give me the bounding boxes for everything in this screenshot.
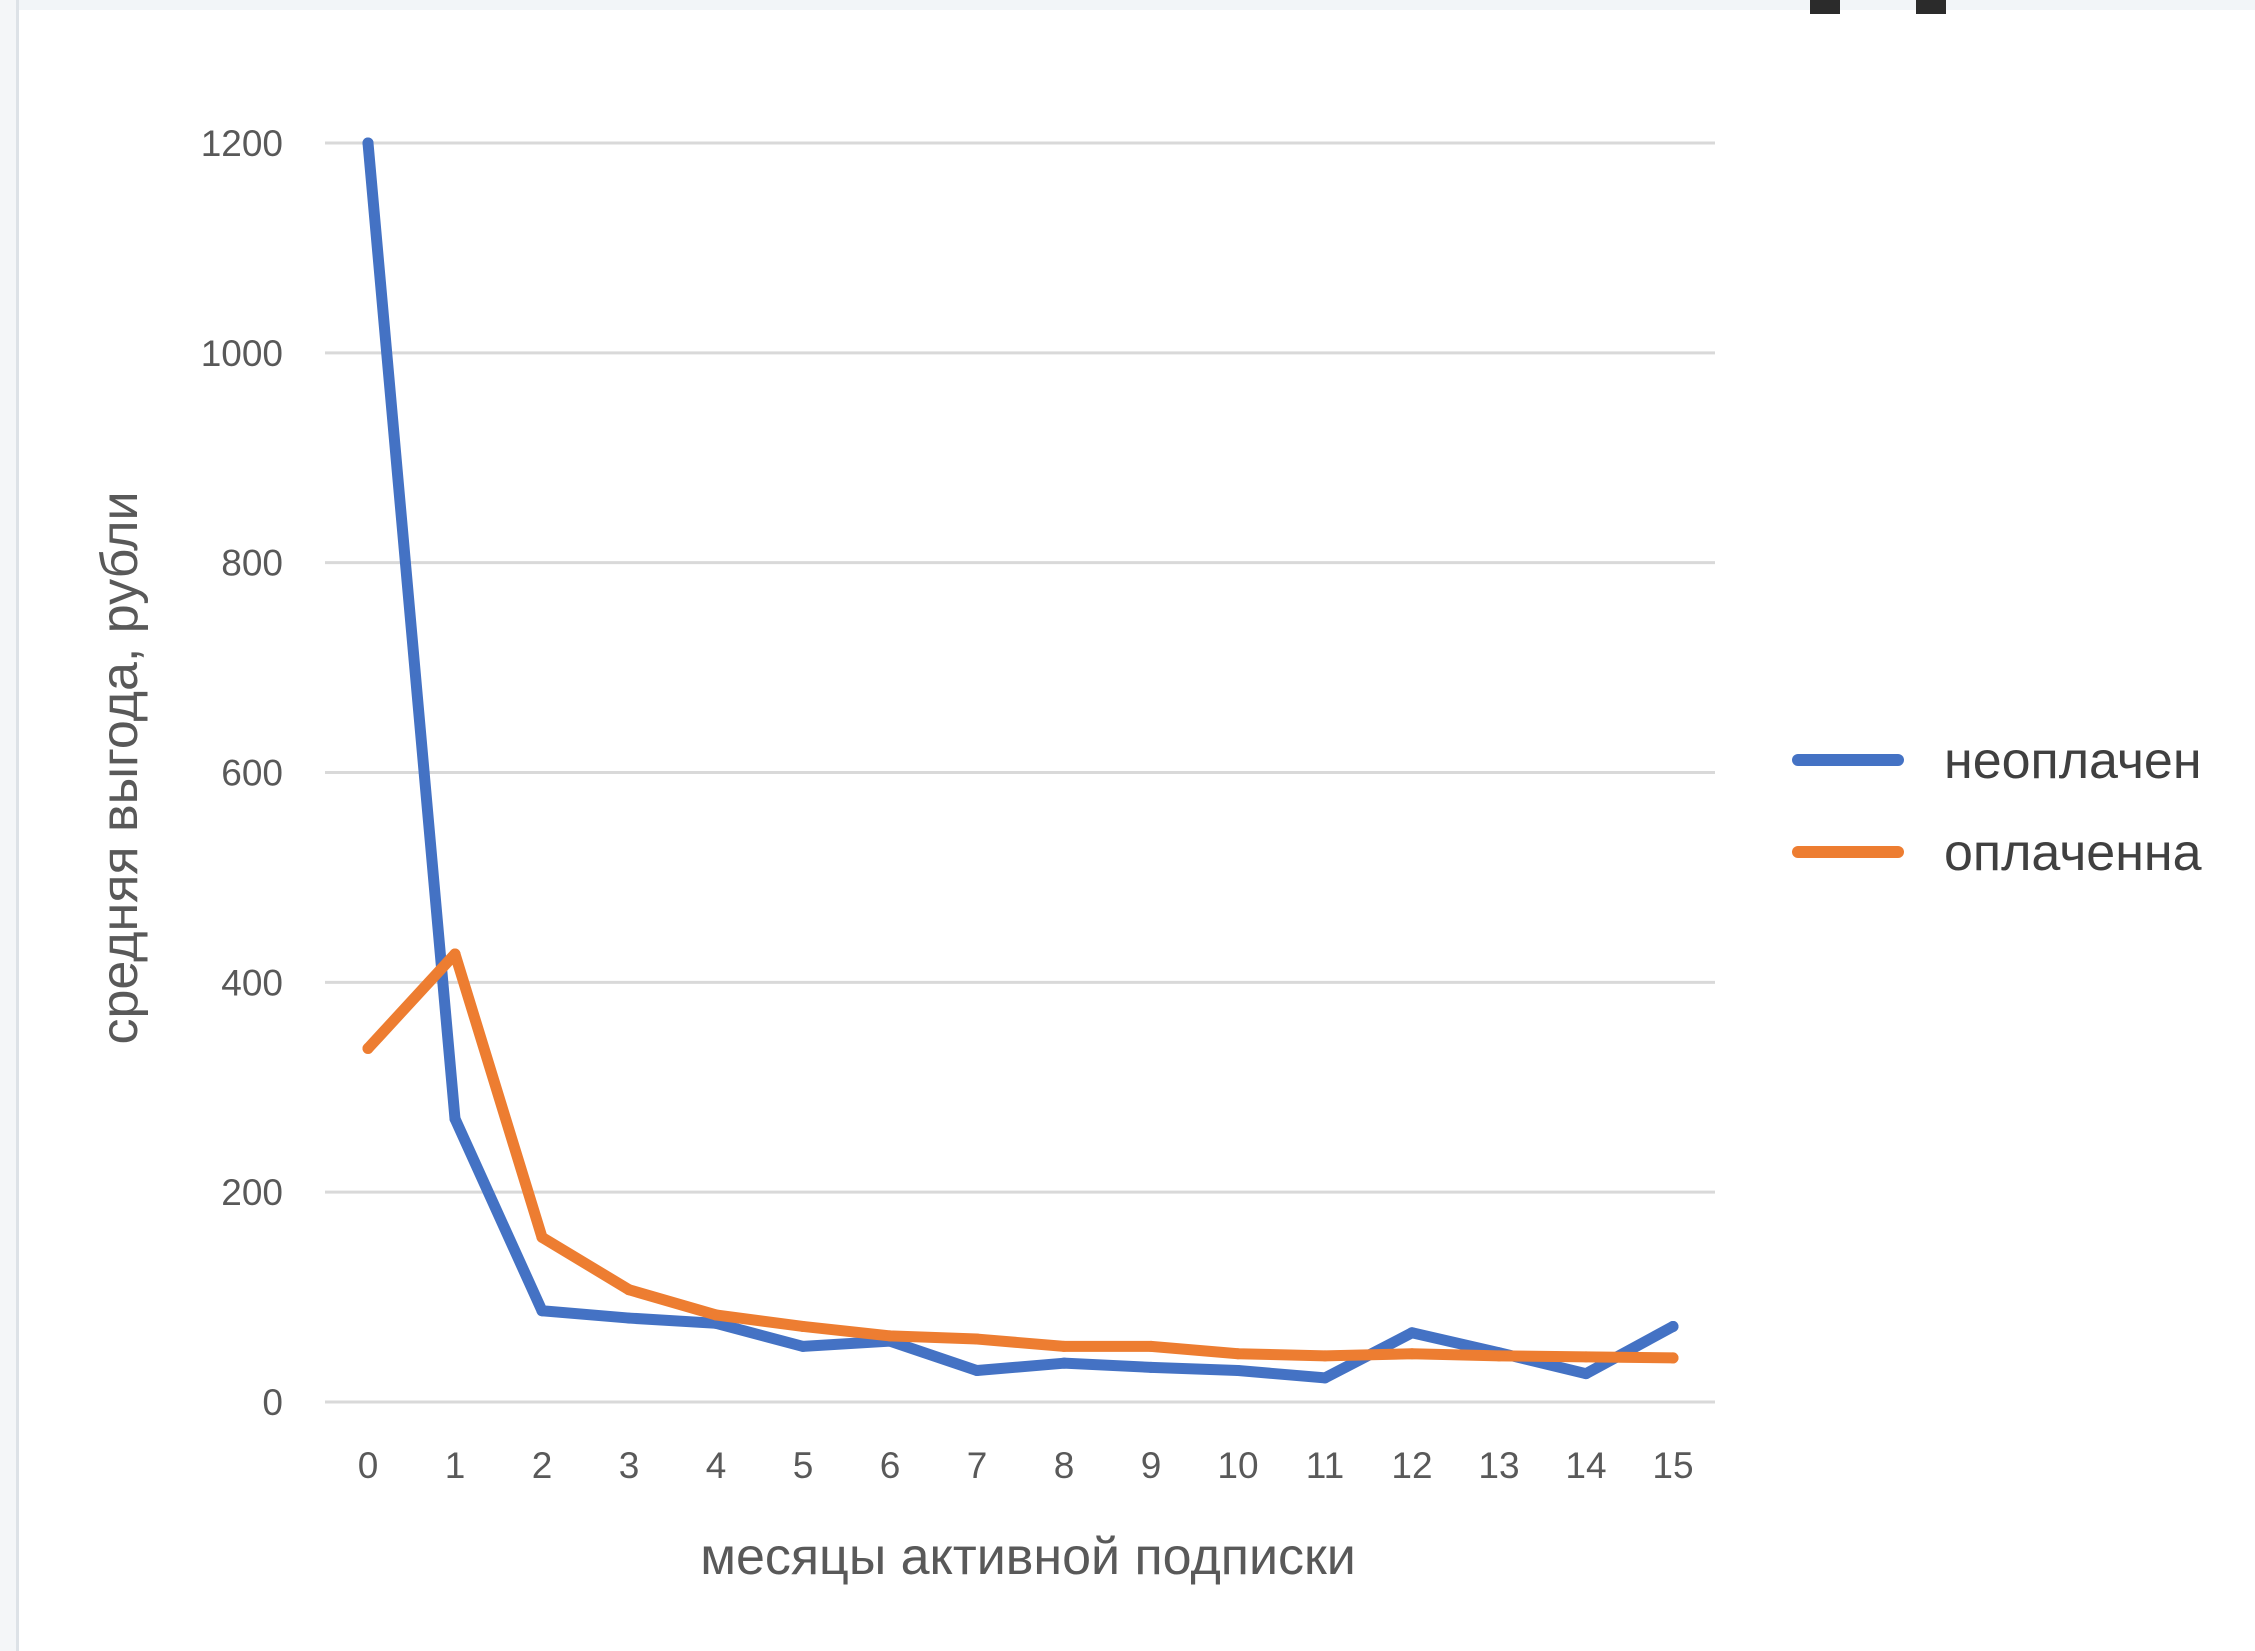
data-point (1667, 1352, 1679, 1364)
gridlines (325, 141, 1715, 1404)
x-tick-label: 0 (358, 1445, 379, 1486)
data-point (623, 1284, 635, 1296)
cropped-heading-glyph (1810, 0, 1840, 14)
data-point (449, 948, 461, 960)
top-strip (0, 0, 2255, 10)
data-point (971, 1365, 983, 1377)
y-tick-labels: 0 200 400 600 800 1000 1200 (201, 123, 283, 1423)
data-point (1406, 1327, 1418, 1339)
data-point (362, 137, 374, 149)
series-line-0 (362, 137, 1679, 1384)
data-point (1232, 1348, 1244, 1360)
y-axis-title: средняя выгода, рубли (91, 491, 149, 1044)
x-tick-label: 13 (1478, 1445, 1519, 1486)
data-point (1058, 1340, 1070, 1352)
x-tick-label: 4 (706, 1445, 727, 1486)
x-axis-title: месяцы активной подписки (700, 1528, 1356, 1586)
x-tick-label: 8 (1054, 1445, 1075, 1486)
x-tick-label: 14 (1565, 1445, 1606, 1486)
legend: неоплачен оплаченна (1792, 732, 2202, 882)
y-tick-label: 800 (221, 543, 283, 584)
y-tick-label: 1200 (201, 123, 283, 164)
data-point (1319, 1372, 1331, 1384)
x-tick-label: 2 (532, 1445, 553, 1486)
data-point (971, 1333, 983, 1345)
x-tick-label: 5 (793, 1445, 814, 1486)
y-tick-label: 1000 (201, 333, 283, 374)
data-point (1493, 1350, 1505, 1362)
series-line-1 (362, 948, 1679, 1364)
data-point (1667, 1320, 1679, 1332)
x-tick-label: 7 (967, 1445, 988, 1486)
y-tick-label: 600 (221, 753, 283, 794)
x-tick-label: 1 (445, 1445, 466, 1486)
x-tick-label: 10 (1217, 1445, 1258, 1486)
series-lines (362, 137, 1679, 1384)
y-tick-label: 0 (262, 1382, 283, 1423)
data-point (1406, 1348, 1418, 1360)
y-tick-label: 200 (221, 1172, 283, 1213)
data-point (449, 1113, 461, 1125)
data-point (1145, 1340, 1157, 1352)
x-tick-label: 11 (1306, 1445, 1344, 1486)
x-tick-label: 6 (880, 1445, 901, 1486)
data-point (1058, 1357, 1070, 1369)
data-point (710, 1309, 722, 1321)
data-point (536, 1231, 548, 1243)
x-tick-labels: 0 1 2 3 4 5 6 7 8 9 10 11 12 13 14 15 (358, 1445, 1694, 1486)
data-point (1580, 1351, 1592, 1363)
data-point (623, 1312, 635, 1324)
left-border (0, 0, 19, 1651)
data-point (1580, 1368, 1592, 1380)
legend-label: неоплачен (1944, 732, 2202, 790)
data-point (1145, 1361, 1157, 1373)
x-tick-label: 12 (1391, 1445, 1432, 1486)
data-point (797, 1340, 809, 1352)
x-tick-label: 9 (1141, 1445, 1162, 1486)
data-point (797, 1320, 809, 1332)
data-point (1319, 1350, 1331, 1362)
x-tick-label: 15 (1652, 1445, 1693, 1486)
y-tick-label: 400 (221, 962, 283, 1003)
data-point (884, 1330, 896, 1342)
data-point (536, 1305, 548, 1317)
cropped-heading-glyph (1916, 0, 1946, 14)
data-point (362, 1042, 374, 1054)
x-tick-label: 3 (619, 1445, 640, 1486)
data-point (1232, 1365, 1244, 1377)
legend-label: оплаченна (1944, 824, 2202, 882)
